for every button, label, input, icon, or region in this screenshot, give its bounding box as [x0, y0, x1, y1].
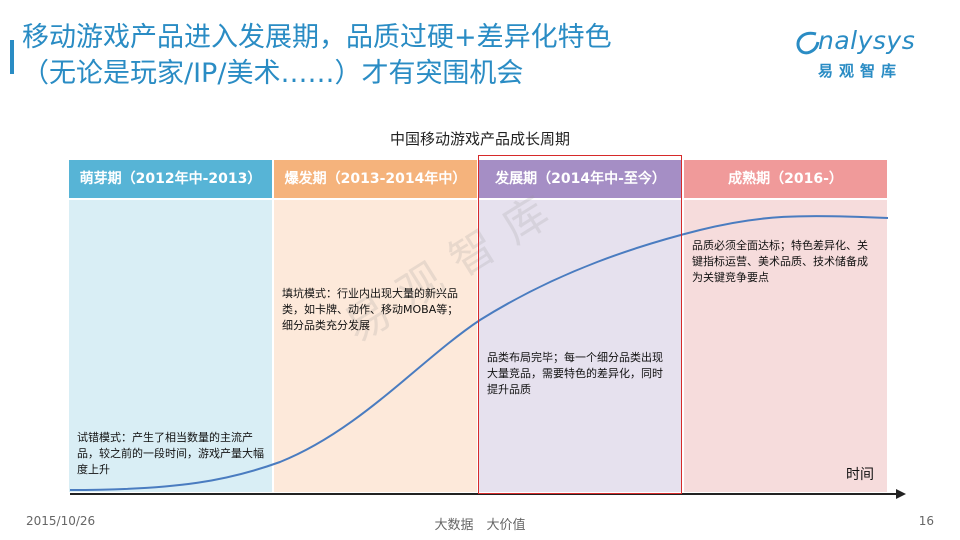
current-phase-highlight [478, 155, 682, 494]
phase-sprout: 萌芽期（2012年中-2013） [69, 160, 272, 492]
logo-subtitle: 易观智库 [818, 62, 903, 80]
phase-mature-note: 品质必须全面达标；特色差异化、关键指标运营、美术品质、技术储备成为关键竞争要点 [692, 239, 868, 284]
phase-growth-label: 发展期（2014年中-至今） [479, 160, 682, 198]
footer-date: 2015/10/26 [26, 514, 96, 528]
phase-boom-label: 爆发期（2013-2014年中） [274, 160, 477, 198]
footer-slogan: 大数据 大价值 [434, 518, 526, 533]
phase-growth-body [479, 200, 682, 492]
phase-boom-note: 填坑模式：行业内出现大量的新兴品类，如卡牌、动作、移动MOBA等；细分品类充分发… [282, 287, 459, 332]
logo-wordmark: nalysys [818, 26, 916, 55]
title-accent-bar [10, 40, 14, 74]
phase-sprout-label: 萌芽期（2012年中-2013） [69, 160, 272, 198]
time-axis-label: 时间 [846, 467, 874, 483]
time-axis-arrow-icon [896, 489, 906, 499]
phase-mature-body [684, 200, 887, 492]
phase-sprout-body [69, 200, 272, 492]
growth-curve [69, 215, 889, 491]
phase-boom-body [274, 200, 477, 492]
phase-mature: 成熟期（2016-） [684, 160, 887, 492]
page-title: 移动游戏产品进入发展期，品质过硬+差异化特色 （无论是玩家/IP/美术……）才有… [22, 20, 762, 92]
phase-growth: 发展期（2014年中-至今） [479, 160, 682, 492]
diagram-title: 中国移动游戏产品成长周期 [389, 130, 570, 148]
page-number: 16 [918, 514, 934, 528]
phase-growth-note: 品类布局完毕；每一个细分品类出现大量竞品，需要特色的差异化，同时提升品质 [487, 351, 663, 396]
phase-sprout-note: 试错模式：产生了相当数量的主流产品，较之前的一段时间，游戏产量大幅度上升 [77, 431, 264, 476]
logo-swirl-icon [796, 31, 820, 55]
phase-boom: 爆发期（2013-2014年中） [274, 160, 477, 492]
page-title-line1: 移动游戏产品进入发展期，品质过硬+差异化特色 [22, 22, 612, 53]
page-title-line2: （无论是玩家/IP/美术……）才有突围机会 [22, 58, 524, 89]
analysys-logo: nalysys 易观智库 [792, 26, 942, 86]
phase-mature-label: 成熟期（2016-） [684, 160, 887, 198]
